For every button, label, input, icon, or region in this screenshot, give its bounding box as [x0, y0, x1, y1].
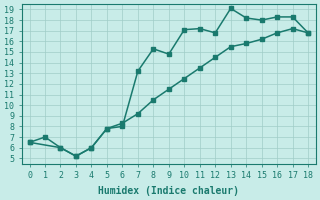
X-axis label: Humidex (Indice chaleur): Humidex (Indice chaleur)	[98, 186, 239, 196]
